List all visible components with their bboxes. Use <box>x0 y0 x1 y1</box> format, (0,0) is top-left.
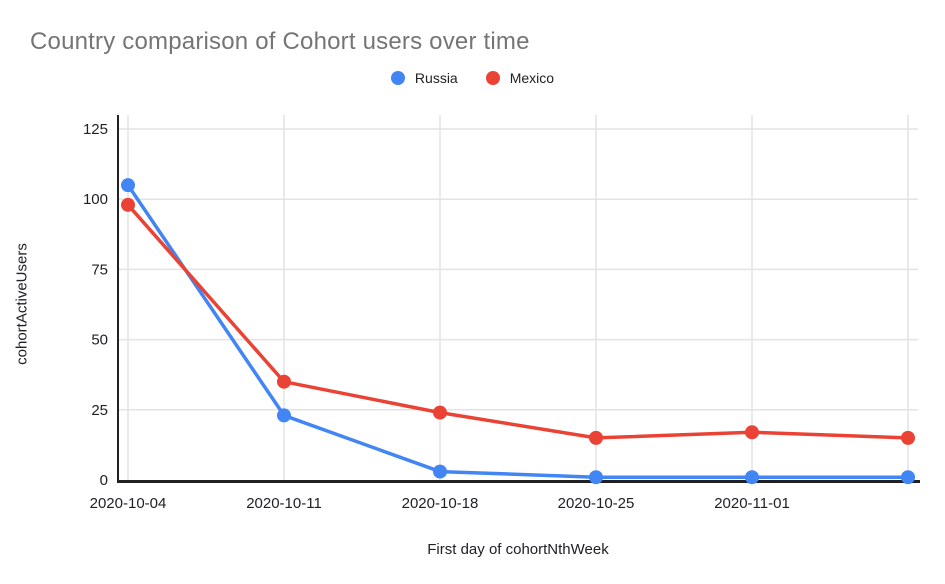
series-line-russia <box>126 183 910 479</box>
mexico-series-marker-icon <box>485 71 500 85</box>
data-point-mexico-3 <box>589 430 603 445</box>
x-tick-label-1: 2020-10-11 <box>246 495 322 512</box>
data-point-russia-4 <box>745 470 759 485</box>
data-point-mexico-4 <box>745 425 759 440</box>
x-tick-label-0: 2020-10-04 <box>90 495 167 512</box>
data-point-mexico-5 <box>901 430 915 445</box>
data-point-russia-5 <box>901 470 915 485</box>
y-tick-label-25: 25 <box>91 402 108 419</box>
data-point-mexico-2 <box>433 405 447 420</box>
y-tick-label-125: 125 <box>83 121 108 138</box>
legend-item-mexico: Mexico <box>485 70 555 86</box>
chart-title: Country comparison of Cohort users over … <box>30 28 530 55</box>
legend: Russia Mexico <box>0 70 945 86</box>
x-tick-label-4: 2020-11-01 <box>714 495 790 512</box>
data-point-russia-1 <box>277 408 291 423</box>
data-point-mexico-0 <box>121 197 135 212</box>
data-point-russia-3 <box>589 470 603 485</box>
y-tick-label-50: 50 <box>91 332 108 349</box>
y-axis-title: cohortActiveUsers <box>13 243 31 365</box>
x-tick-label-3: 2020-10-25 <box>558 495 635 512</box>
x-axis-title: First day of cohortNthWeek <box>427 541 609 558</box>
y-tick-label-100: 100 <box>83 191 108 208</box>
legend-label-russia: Russia <box>414 70 458 86</box>
series-line-mexico <box>126 203 910 440</box>
x-tick-label-2: 2020-10-18 <box>402 495 479 512</box>
data-point-russia-0 <box>121 178 135 193</box>
data-point-russia-2 <box>433 464 447 479</box>
legend-item-russia: Russia <box>390 70 458 86</box>
data-point-mexico-1 <box>277 374 291 389</box>
legend-label-mexico: Mexico <box>509 70 555 86</box>
russia-series-marker-icon <box>390 71 405 85</box>
y-tick-label-0: 0 <box>100 472 108 489</box>
y-tick-label-75: 75 <box>91 261 108 278</box>
